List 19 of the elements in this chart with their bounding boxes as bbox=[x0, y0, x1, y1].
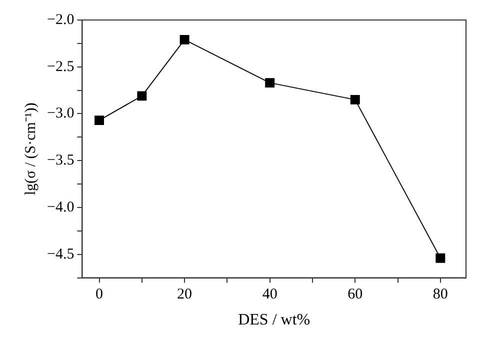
x-tick-label: 20 bbox=[177, 286, 192, 303]
point bbox=[436, 253, 446, 263]
point bbox=[137, 91, 147, 101]
point bbox=[350, 94, 360, 104]
x-tick-label: 40 bbox=[262, 286, 278, 303]
x-axis-title: DES / wt% bbox=[238, 312, 310, 329]
x-tick-label: 60 bbox=[348, 286, 363, 303]
point bbox=[180, 34, 190, 44]
y-tick-label: −4.5 bbox=[46, 246, 74, 262]
y-tick-label: −3.0 bbox=[46, 106, 74, 122]
y-axis-title: lg(σ / (S·cm⁻¹)) bbox=[22, 102, 39, 196]
y-tick-label: −3.5 bbox=[46, 152, 74, 169]
point bbox=[94, 116, 104, 126]
x-tick-label: 80 bbox=[432, 286, 448, 303]
x-tick-label: 0 bbox=[96, 286, 104, 303]
y-tick-label: −2.5 bbox=[46, 58, 74, 75]
y-tick-label: −2.0 bbox=[46, 12, 74, 28]
point bbox=[265, 78, 275, 88]
y-tick-label: −4.0 bbox=[46, 199, 74, 216]
